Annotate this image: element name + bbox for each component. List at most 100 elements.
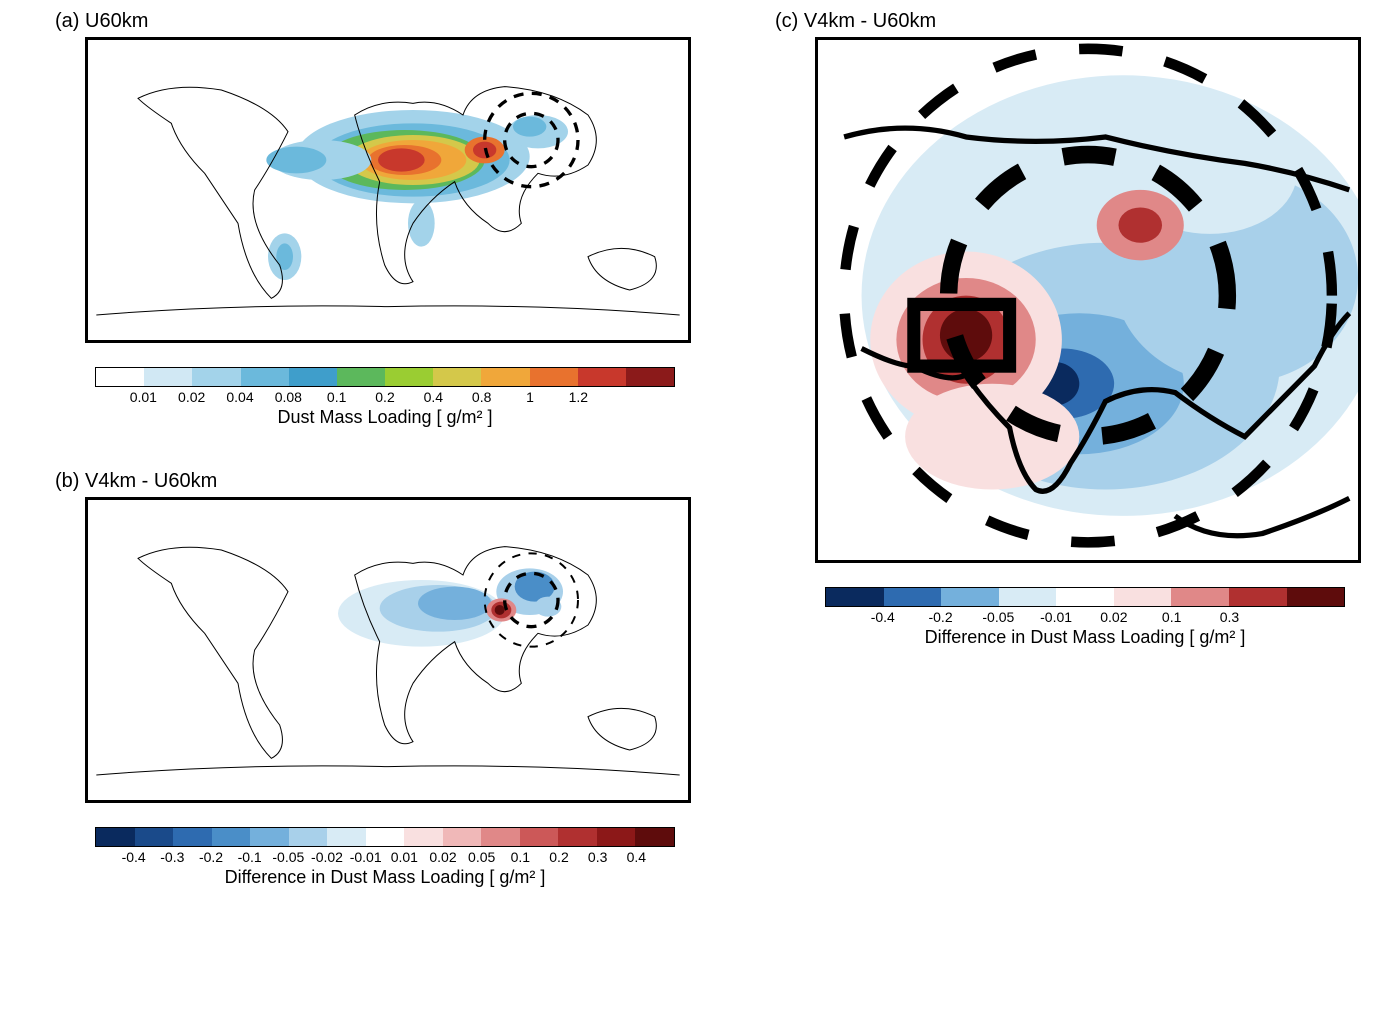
- ytick: 90°S: [85, 792, 88, 803]
- colorbar-segment: [327, 828, 366, 846]
- colorbar-segment: [241, 368, 289, 386]
- diff-fill: [338, 568, 563, 646]
- xtick: 180°: [85, 340, 102, 343]
- ytick: 45°N: [85, 107, 88, 123]
- xtick: 180°: [674, 800, 691, 803]
- colorbar-segment: [404, 828, 443, 846]
- colorbar-segment: [626, 368, 674, 386]
- colorbar-segment: [192, 368, 240, 386]
- xtick: 90°E: [1108, 560, 1139, 563]
- panel-b-map: 90°N 45°N 0° 45°S 90°S 180° 90°W 0° 90°E…: [85, 497, 691, 803]
- colorbar-segment: [558, 828, 597, 846]
- panel-a-colorbar: [95, 367, 675, 387]
- panel-c-content: [844, 49, 1358, 543]
- ytick: 0°: [85, 182, 88, 198]
- ytick: 10°N: [815, 446, 818, 462]
- panel-c-svg: [818, 40, 1358, 560]
- panel-c-colorbar-wrap: -0.4-0.2-0.05-0.010.020.10.3 Difference …: [825, 587, 1345, 648]
- colorbar-tick: -0.01: [1040, 609, 1072, 625]
- xtick: 100°E: [1191, 560, 1229, 563]
- colorbar-tick: 1: [526, 389, 534, 405]
- xtick: 90°E: [523, 800, 554, 803]
- panel-b-colorbar-wrap: -0.4-0.3-0.2-0.1-0.05-0.02-0.010.010.020…: [95, 827, 675, 888]
- colorbar-segment: [289, 828, 328, 846]
- ytick: 50°N: [815, 94, 818, 110]
- colorbar-tick: 0.05: [468, 849, 495, 865]
- xtick: 70°E: [933, 560, 964, 563]
- xtick: 110°E: [1278, 560, 1315, 563]
- colorbar-tick: 0.3: [588, 849, 607, 865]
- colorbar-segment: [366, 828, 405, 846]
- colorbar-tick: 0.1: [327, 389, 346, 405]
- panel-b: (b) V4km - U60km 90°N 45°N 0° 45°S 90°S …: [45, 470, 685, 888]
- diff-fill-regional: [862, 75, 1358, 516]
- xtick: 90°E: [523, 340, 554, 343]
- colorbar-tick: 0.4: [424, 389, 443, 405]
- colorbar-tick: 0.01: [130, 389, 157, 405]
- colorbar-tick: 0.2: [549, 849, 568, 865]
- colorbar-segment: [1287, 588, 1345, 606]
- panel-b-cbar-ticks: -0.4-0.3-0.2-0.1-0.05-0.02-0.010.010.020…: [95, 847, 675, 865]
- colorbar-tick: -0.02: [311, 849, 343, 865]
- ytick: 40°N: [815, 182, 818, 198]
- panel-c: (c) V4km - U60km 0° 10°N 20°N 30°N 40°N …: [765, 10, 1365, 648]
- colorbar-segment: [578, 368, 626, 386]
- colorbar-segment: [884, 588, 942, 606]
- panel-a-title: (a) U60km: [55, 10, 685, 33]
- xtick: 60°E: [846, 560, 877, 563]
- colorbar-segment: [999, 588, 1057, 606]
- panel-b-cbar-label: Difference in Dust Mass Loading [ g/m² ]: [95, 867, 675, 888]
- colorbar-segment: [597, 828, 636, 846]
- ytick: 45°S: [85, 257, 88, 273]
- panel-a-cbar-label: Dust Mass Loading [ g/m² ]: [95, 407, 675, 428]
- panel-a-colorbar-wrap: 0.010.020.040.080.10.20.40.811.2 Dust Ma…: [95, 367, 675, 428]
- panel-c-cbar-ticks: -0.4-0.2-0.05-0.010.020.10.3: [825, 607, 1345, 625]
- colorbar-segment: [1114, 588, 1172, 606]
- colorbar-segment: [337, 368, 385, 386]
- colorbar-segment: [481, 368, 529, 386]
- panel-c-map: 0° 10°N 20°N 30°N 40°N 50°N 60°E 70°E 80…: [815, 37, 1361, 563]
- colorbar-tick: 0.04: [226, 389, 253, 405]
- colorbar-tick: 1.2: [569, 389, 588, 405]
- colorbar-tick: 0.1: [1162, 609, 1181, 625]
- colorbar-tick: 0.02: [178, 389, 205, 405]
- xtick: 180°: [85, 800, 102, 803]
- colorbar-tick: 0.3: [1220, 609, 1239, 625]
- xtick: 0°: [381, 340, 394, 343]
- xtick: 0°: [381, 800, 394, 803]
- colorbar-segment: [135, 828, 174, 846]
- colorbar-segment: [289, 368, 337, 386]
- colorbar-segment: [520, 828, 559, 846]
- colorbar-segment: [530, 368, 578, 386]
- xtick: 90°W: [221, 800, 255, 803]
- panel-c-colorbar: [825, 587, 1345, 607]
- colorbar-tick: 0.02: [429, 849, 456, 865]
- panel-c-cbar-label: Difference in Dust Mass Loading [ g/m² ]: [825, 627, 1345, 648]
- panel-a-cbar-ticks: 0.010.020.040.080.10.20.40.811.2: [95, 387, 675, 405]
- colorbar-segment: [481, 828, 520, 846]
- ytick: 0°: [85, 642, 88, 658]
- colorbar-tick: 0.8: [472, 389, 491, 405]
- ytick: 20°N: [815, 358, 818, 374]
- colorbar-segment: [250, 828, 289, 846]
- panel-a-svg: [88, 40, 688, 340]
- colorbar-tick: 0.2: [375, 389, 394, 405]
- xtick: 80°E: [1020, 560, 1051, 563]
- ytick: 90°N: [85, 37, 88, 48]
- colorbar-segment: [96, 368, 144, 386]
- colorbar-segment: [212, 828, 251, 846]
- panel-c-title: (c) V4km - U60km: [775, 10, 1365, 33]
- panel-a: (a) U60km 90°N 45°N 0° 45°S 90°S 180° 90…: [45, 10, 685, 428]
- colorbar-tick: -0.05: [272, 849, 304, 865]
- panel-b-title: (b) V4km - U60km: [55, 470, 685, 493]
- colorbar-tick: -0.01: [350, 849, 382, 865]
- colorbar-tick: 0.4: [627, 849, 646, 865]
- colorbar-segment: [144, 368, 192, 386]
- colorbar-tick: -0.2: [928, 609, 952, 625]
- colorbar-tick: 0.01: [391, 849, 418, 865]
- colorbar-segment: [1056, 588, 1114, 606]
- ytick: 45°N: [85, 567, 88, 583]
- colorbar-segment: [385, 368, 433, 386]
- colorbar-tick: -0.05: [982, 609, 1014, 625]
- panel-b-colorbar: [95, 827, 675, 847]
